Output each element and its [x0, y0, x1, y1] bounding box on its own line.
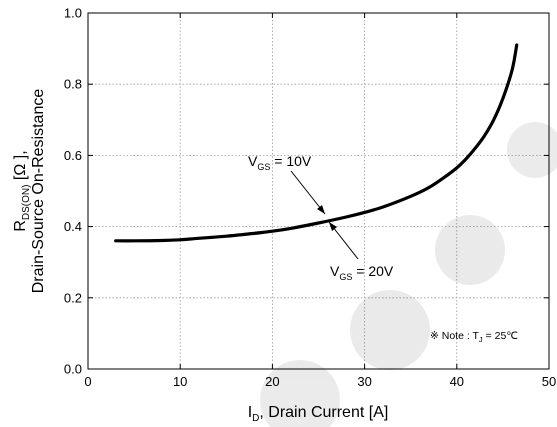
- x-tick-label: 10: [173, 374, 187, 389]
- y-axis-label-line1: RDS(ON) [Ω ],: [12, 150, 32, 231]
- x-tick-label: 0: [84, 374, 91, 389]
- ticks: [88, 13, 549, 369]
- note-text-after: = 25℃: [483, 330, 519, 342]
- y-tick-label: 0.4: [64, 219, 82, 234]
- annotation-vgs10-rest: = 10V: [270, 153, 312, 169]
- annotation-arrow-vgs10: [291, 171, 325, 214]
- annotation-vgs20-rest: = 20V: [352, 263, 394, 279]
- x-tick-label: 50: [542, 374, 556, 389]
- y-tick-label: 0.8: [64, 77, 82, 92]
- y-tick-label: 1.0: [64, 6, 82, 21]
- annotation-vgs20-sub: GS: [339, 272, 352, 282]
- x-tick-label: 30: [357, 374, 371, 389]
- y-tick-label: 0.6: [64, 148, 82, 163]
- annotation-vgs20: VGS = 20V: [330, 263, 394, 282]
- y-axis-label-line2: Drain-Source On-Resistance: [30, 89, 47, 294]
- grid-lines: [88, 13, 549, 369]
- y-tick-label: 0.2: [64, 290, 82, 305]
- note-text-before: Note : T: [439, 330, 480, 342]
- annotation-vgs10-sub: GS: [257, 162, 270, 172]
- y-tick-label: 0.0: [64, 362, 82, 377]
- plot-frame: [88, 13, 549, 369]
- x-axis-label-sub: D: [252, 413, 259, 424]
- y-tick-labels: 0.0 0.2 0.4 0.6 0.8 1.0: [64, 6, 82, 377]
- note-symbol: ※: [430, 330, 439, 342]
- annotation-arrow-vgs20: [329, 222, 358, 259]
- annotation-vgs10: VGS = 10V: [248, 153, 312, 172]
- x-tick-label: 40: [450, 374, 464, 389]
- temperature-note: ※ Note : TJ = 25℃: [430, 330, 518, 344]
- y-axis-label-main: R: [12, 220, 29, 232]
- y-axis-label-rest: [Ω ],: [12, 150, 29, 184]
